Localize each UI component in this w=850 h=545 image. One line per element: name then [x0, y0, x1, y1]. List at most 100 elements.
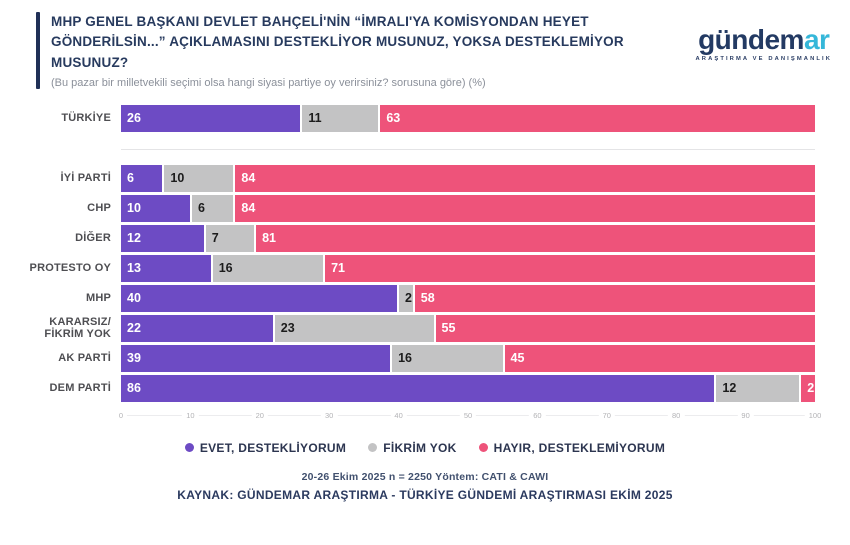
- bar-segment: 84: [235, 164, 815, 192]
- gundemar-logo: gündemar ARAŞTIRMA VE DANIŞMANLIK: [696, 12, 833, 89]
- stacked-bar: 86 12 2: [121, 374, 815, 402]
- segment-value: 26: [127, 111, 141, 126]
- segment-value: 13: [127, 261, 141, 276]
- bar-segment: 58: [414, 284, 815, 312]
- stacked-bar: 22 23 55: [121, 314, 815, 342]
- category-label: KARARSIZ/ FİKRİM YOK: [44, 315, 111, 341]
- source-note: KAYNAK: GÜNDEMAR ARAŞTIRMA - TÜRKİYE GÜN…: [177, 487, 673, 502]
- legend: EVET, DESTEKLİYORUM FİKRİM YOK HAYIR, DE…: [0, 441, 850, 455]
- segment-value: 84: [241, 171, 256, 186]
- bar-segment: 71: [325, 254, 816, 282]
- category-label: DİĞER: [75, 231, 111, 244]
- stacked-bar-chart: TÜRKİYE 26 11 63 İYİ PARTİ 6 10 84 CHP 10 6 84 DİĞE…: [8, 104, 826, 423]
- x-tick-label: 10: [182, 409, 199, 421]
- chart-rows-parties: İYİ PARTİ 6 10 84 CHP 10 6 84 DİĞER 12 7 81 PROTESTO…: [8, 164, 816, 402]
- x-tick-label: 20: [251, 409, 268, 421]
- x-tick-label: 30: [321, 409, 338, 421]
- legend-label-evet: EVET, DESTEKLİYORUM: [199, 440, 347, 455]
- title-block: MHP GENEL BAŞKANI DEVLET BAHÇELİ'NİN “İM…: [51, 12, 681, 89]
- chart-row: DİĞER 12 7 81: [8, 224, 815, 252]
- segment-value: 2: [405, 291, 412, 306]
- x-tick-label: 50: [459, 409, 477, 421]
- segment-value: 84: [241, 201, 256, 216]
- bar-segment: 86: [121, 374, 715, 402]
- legend-item-evet: EVET, DESTEKLİYORUM: [184, 440, 347, 455]
- chart-row: İYİ PARTİ 6 10 84: [8, 164, 815, 192]
- title-accent-bar: [36, 12, 40, 89]
- chart-row: TÜRKİYE 26 11 63: [8, 104, 816, 132]
- segment-value: 81: [262, 231, 276, 246]
- legend-label-hayir: HAYIR, DESTEKLEMİYORUM: [493, 440, 666, 455]
- bar-segment: 22: [121, 314, 273, 342]
- bar-segment: 26: [121, 104, 301, 132]
- segment-value: 16: [398, 351, 412, 366]
- stacked-bar: 12 7 81: [121, 224, 815, 252]
- x-tick-label: 80: [668, 409, 685, 421]
- logo-tagline: ARAŞTIRMA VE DANIŞMANLIK: [695, 56, 832, 62]
- category-label: İYİ PARTİ: [60, 171, 111, 184]
- segment-value: 23: [280, 321, 295, 336]
- logo-text-accent: ar: [803, 24, 830, 55]
- methodology-note: 20-26 Ekim 2025 n = 2250 Yöntem: CATI & …: [301, 470, 549, 483]
- x-tick-label: 90: [737, 409, 754, 421]
- segment-value: 40: [127, 291, 141, 306]
- category-label: CHP: [87, 201, 111, 214]
- legend-dot-fikrim-yok: [368, 443, 378, 453]
- legend-item-hayir: HAYIR, DESTEKLEMİYORUM: [478, 440, 666, 455]
- logo-text-main: gündem: [698, 24, 804, 55]
- x-tick-label: 70: [598, 409, 615, 421]
- segment-value: 22: [127, 321, 141, 336]
- segment-value: 58: [420, 291, 435, 306]
- bar-segment: 45: [504, 344, 815, 372]
- bar-segment: 40: [121, 284, 397, 312]
- segment-value: 63: [386, 111, 401, 126]
- bar-segment: 16: [392, 344, 503, 372]
- legend-item-fikrim-yok: FİKRİM YOK: [368, 441, 456, 455]
- segment-value: 12: [127, 231, 141, 246]
- bar-segment: 12: [716, 374, 800, 402]
- legend-dot-hayir: [478, 443, 488, 453]
- chart-row: AK PARTİ 39 16 45: [8, 344, 815, 372]
- header: MHP GENEL BAŞKANI DEVLET BAHÇELİ'NİN “İM…: [0, 0, 850, 89]
- segment-value: 6: [127, 171, 134, 186]
- category-label: TÜRKİYE: [61, 111, 111, 124]
- stacked-bar: 13 16 71: [121, 254, 816, 282]
- logo-wordmark: gündemar: [696, 26, 833, 54]
- segment-value: 16: [218, 261, 233, 276]
- chart-row: CHP 10 6 84: [8, 194, 815, 222]
- x-axis: 0 10 20 30 40 50 60 70 80 90 100: [114, 409, 826, 423]
- legend-label-fikrim-yok: FİKRİM YOK: [383, 440, 457, 455]
- category-label: DEM PARTİ: [49, 381, 111, 394]
- x-tick-label: 0: [114, 409, 128, 421]
- bar-segment: 12: [121, 224, 204, 252]
- bar-segment: 84: [235, 194, 815, 222]
- bar-segment: 13: [121, 254, 211, 282]
- bar-segment: 6: [192, 194, 234, 222]
- segment-value: 45: [510, 351, 525, 366]
- chart-row: MHP 40 2 58: [8, 284, 815, 312]
- segment-value: 39: [127, 351, 141, 366]
- segment-value: 6: [198, 201, 205, 216]
- bar-segment: 63: [380, 104, 816, 132]
- bar-segment: 2: [801, 374, 815, 402]
- x-tick-label: 60: [529, 409, 546, 421]
- segment-value: 71: [331, 261, 346, 276]
- stacked-bar: 6 10 84: [121, 164, 815, 192]
- page-title: MHP GENEL BAŞKANI DEVLET BAHÇELİ'NİN “İM…: [51, 14, 624, 70]
- bar-segment: 10: [164, 164, 234, 192]
- x-tick-label: 100: [804, 409, 826, 421]
- bar-segment: 23: [274, 314, 434, 342]
- chart-row: DEM PARTİ 86 12 2: [8, 374, 815, 402]
- bar-segment: 81: [256, 224, 815, 252]
- segment-value: 86: [127, 381, 141, 396]
- segment-value: 2: [807, 381, 815, 396]
- category-label: AK PARTİ: [58, 351, 111, 364]
- segment-value: 11: [308, 111, 322, 126]
- chart-row: KARARSIZ/ FİKRİM YOK 22 23 55: [8, 314, 815, 342]
- segment-value: 10: [127, 201, 141, 216]
- chart-row-turkiye: TÜRKİYE 26 11 63: [8, 104, 816, 132]
- bar-segment: 11: [302, 104, 379, 132]
- bar-segment: 16: [212, 254, 324, 282]
- x-tick-label: 40: [390, 409, 407, 421]
